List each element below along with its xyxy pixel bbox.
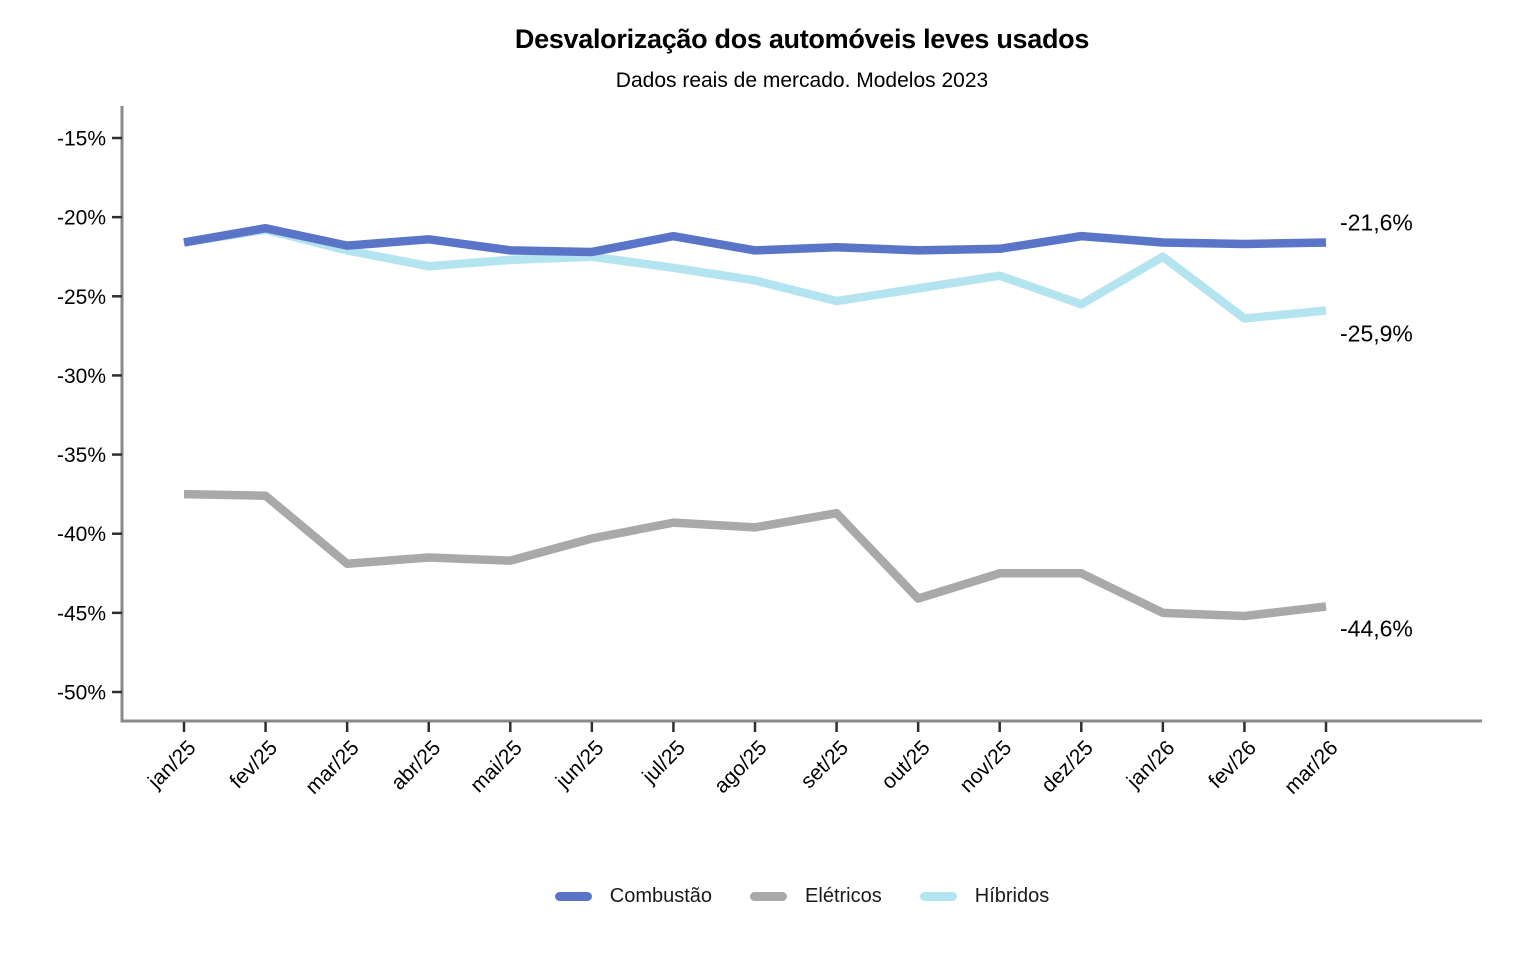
x-tick-label: dez/25 <box>1037 736 1098 797</box>
end-label-Híbridos: -25,9% <box>1340 321 1413 347</box>
y-tick-label: -40% <box>57 523 106 546</box>
series-line-Combustão <box>183 223 1327 257</box>
x-tick-label: ago/25 <box>710 736 772 798</box>
y-tick-label: -30% <box>57 365 106 388</box>
chart-legend: Combustão Elétricos Híbridos <box>122 878 1482 914</box>
x-tick-label: jan/25 <box>143 736 200 793</box>
end-label-Combustão: -21,6% <box>1340 209 1413 235</box>
legend-item-combustao: Combustão <box>554 884 713 908</box>
legend-item-hibridos: Híbridos <box>919 884 1050 908</box>
x-tick-label: out/25 <box>877 736 935 794</box>
y-tick-label: -50% <box>57 682 106 705</box>
x-tick-label: jun/25 <box>551 736 608 793</box>
y-tick-label: -45% <box>57 602 106 625</box>
x-tick-label: jan/26 <box>1122 736 1179 793</box>
y-tick-label: -35% <box>57 444 106 467</box>
legend-label-combustao: Combustão <box>609 884 713 907</box>
x-tick-label: abr/25 <box>387 736 445 794</box>
x-tick-label: nov/25 <box>955 736 1016 797</box>
series-line-Elétricos <box>183 489 1327 621</box>
x-tick-label: fev/26 <box>1204 736 1261 793</box>
legend-swatch-hibridos <box>919 891 957 901</box>
chart-title: Desvalorização dos automóveis leves usad… <box>514 24 1090 54</box>
x-tick-label: jul/25 <box>637 736 689 788</box>
legend-label-eletricos: Elétricos <box>805 884 882 907</box>
y-tick-label: -25% <box>57 286 106 309</box>
series-line-Híbridos <box>183 225 1327 323</box>
x-tick-label: fev/25 <box>225 736 282 793</box>
y-tick-label: -20% <box>57 207 106 230</box>
legend-label-hibridos: Híbridos <box>974 884 1050 907</box>
legend-swatch-eletricos <box>750 891 788 901</box>
x-tick-label: mar/25 <box>301 736 363 798</box>
chart-subtitle: Dados reais de mercado. Modelos 2023 <box>615 69 989 92</box>
end-label-Elétricos: -44,6% <box>1340 616 1413 642</box>
x-tick-label: mar/26 <box>1280 736 1342 798</box>
y-tick-label: -15% <box>57 128 106 151</box>
x-tick-label: mai/25 <box>466 736 527 797</box>
legend-item-eletricos: Elétricos <box>750 885 882 908</box>
x-tick-label: set/25 <box>796 736 853 793</box>
legend-swatch-combustao <box>554 891 592 901</box>
